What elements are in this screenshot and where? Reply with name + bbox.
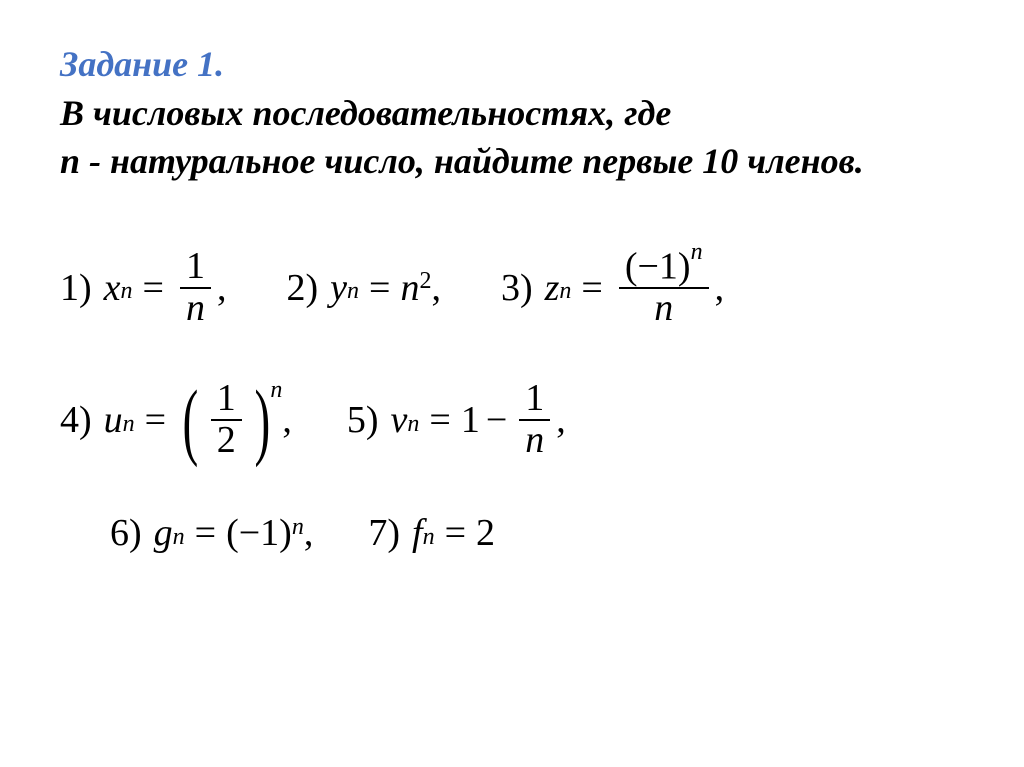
formula-5: 5) vn = 1 − 1 n ,: [347, 379, 566, 461]
formula-var: z: [545, 266, 560, 310]
task-line-2: n - натуральное число, найдите первые 10…: [60, 137, 974, 186]
frac-bot: 2: [211, 421, 242, 461]
comma: ,: [282, 398, 292, 442]
exponent: n: [292, 514, 304, 541]
formula-var: f: [412, 511, 423, 555]
formula-1: 1) xn = 1 n ,: [60, 247, 226, 329]
formula-var: u: [104, 398, 123, 442]
fraction: 1 n: [180, 247, 211, 329]
task-heading: Задание 1. В числовых последовательностя…: [60, 40, 974, 186]
slide: Задание 1. В числовых последовательностя…: [0, 0, 1024, 555]
equals-sign: =: [581, 266, 602, 310]
exponent: 2: [419, 268, 431, 295]
equals-sign: =: [429, 398, 450, 442]
formula-label: 7): [368, 511, 400, 555]
frac-top: 1: [519, 379, 550, 421]
comma: ,: [715, 266, 725, 310]
formula-var: y: [330, 266, 347, 310]
formula-label: 2): [286, 266, 318, 310]
formula-sub: n: [559, 278, 571, 305]
frac-top: (−1)n: [619, 246, 709, 290]
formula-label: 4): [60, 398, 92, 442]
fraction: (−1)n n: [619, 246, 709, 329]
task-title: Задание 1.: [60, 40, 974, 89]
formula-row-2: 4) un = ( 1 2 ) n , 5) vn = 1: [60, 379, 974, 461]
formula-label: 1): [60, 266, 92, 310]
equals-sign: =: [143, 266, 164, 310]
comma: ,: [217, 266, 227, 310]
comma: ,: [431, 266, 441, 310]
minus-sign: −: [486, 398, 507, 442]
base: (−1): [226, 511, 292, 555]
formula-var: x: [104, 266, 121, 310]
formula-4: 4) un = ( 1 2 ) n ,: [60, 379, 292, 461]
const-value: 2: [476, 511, 495, 555]
exponent: n: [270, 377, 282, 404]
formula-7: 7) fn = 2: [368, 511, 495, 555]
formula-2: 2) yn = n2 ,: [286, 266, 440, 310]
formula-sub: n: [121, 278, 133, 305]
formula-sub: n: [347, 278, 359, 305]
formula-label: 6): [110, 511, 142, 555]
equals-sign: =: [145, 398, 166, 442]
comma: ,: [556, 398, 566, 442]
formula-sub: n: [123, 411, 135, 438]
frac-top: 1: [180, 247, 211, 289]
comma: ,: [304, 511, 314, 555]
formula-row-3: 6) gn = (−1)n , 7) fn = 2: [110, 511, 974, 555]
formula-sub: n: [173, 524, 185, 551]
formula-var: g: [154, 511, 173, 555]
fraction: 1 n: [519, 379, 550, 461]
formula-3: 3) zn = (−1)n n ,: [501, 246, 724, 329]
lead-term: 1: [461, 398, 480, 442]
frac-bot: n: [180, 289, 211, 329]
right-paren: ): [254, 386, 270, 455]
paren-group: ( 1 2 ) n: [176, 379, 282, 461]
formula-label: 5): [347, 398, 379, 442]
formula-var: v: [391, 398, 408, 442]
left-paren: (: [183, 386, 199, 455]
formulas: 1) xn = 1 n , 2) yn = n2 , 3) zn =: [60, 246, 974, 555]
formula-row-1: 1) xn = 1 n , 2) yn = n2 , 3) zn =: [60, 246, 974, 329]
equals-sign: =: [195, 511, 216, 555]
fraction: 1 2: [211, 379, 242, 461]
frac-top: 1: [211, 379, 242, 421]
formula-label: 3): [501, 266, 533, 310]
frac-bot: n: [648, 289, 679, 329]
formula-6: 6) gn = (−1)n ,: [110, 511, 313, 555]
formula-sub: n: [407, 411, 419, 438]
equals-sign: =: [369, 266, 390, 310]
formula-sub: n: [423, 524, 435, 551]
frac-bot: n: [519, 421, 550, 461]
equals-sign: =: [445, 511, 466, 555]
task-line-1: В числовых последовательностях, где: [60, 89, 974, 138]
base-var: n: [400, 266, 419, 310]
